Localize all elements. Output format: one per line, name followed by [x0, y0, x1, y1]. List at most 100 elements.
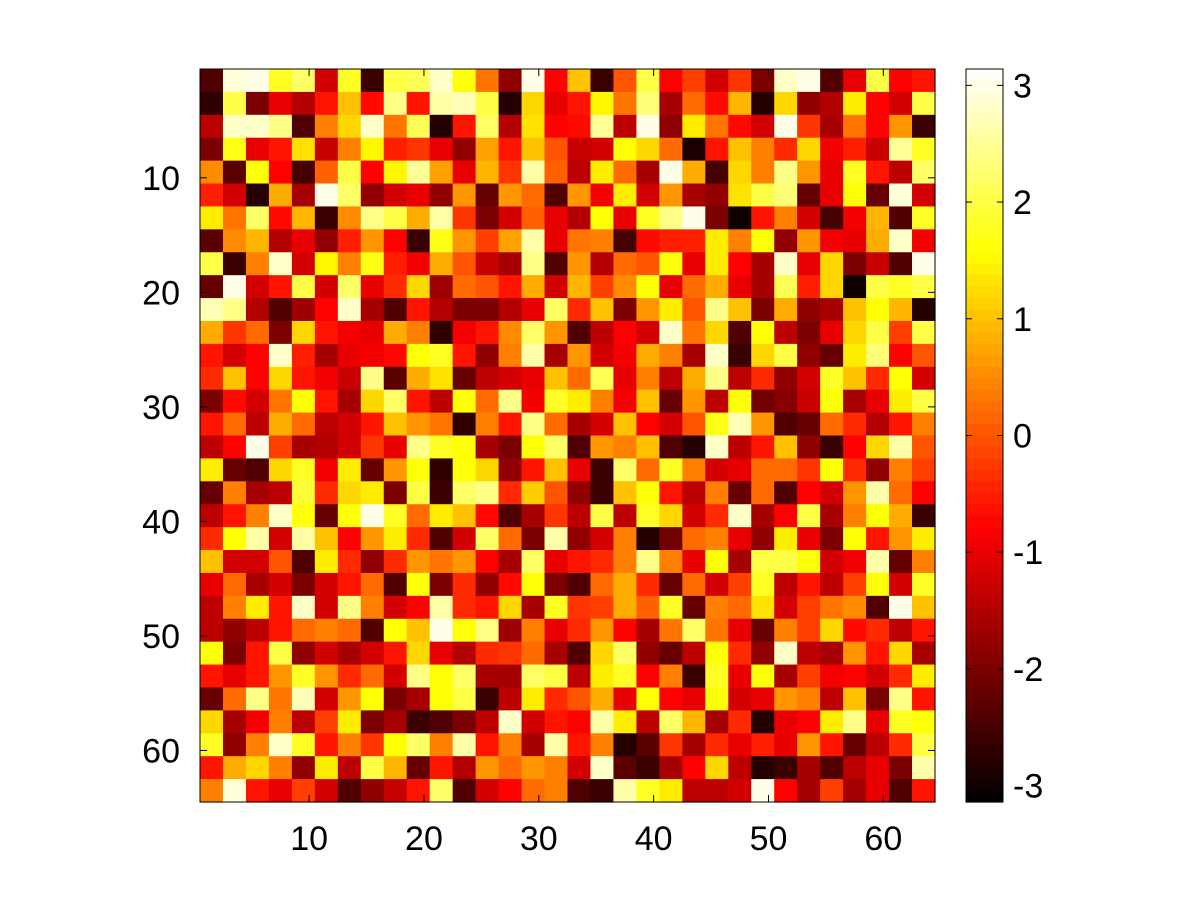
heatmap-cell — [521, 481, 546, 505]
heatmap-cell — [337, 572, 362, 597]
heatmap-cell — [751, 481, 775, 505]
colorbar-segment — [966, 80, 1003, 93]
heatmap-cell — [751, 252, 775, 276]
heatmap-cell — [590, 572, 615, 597]
heatmap-cell — [682, 412, 706, 437]
heatmap-cell — [843, 458, 867, 482]
heatmap-cell — [383, 550, 408, 574]
heatmap-cell — [406, 298, 431, 322]
heatmap-cell — [636, 160, 660, 185]
heatmap-cell — [291, 183, 316, 208]
heatmap-cell — [429, 458, 454, 482]
heatmap-cell — [889, 389, 913, 414]
heatmap-cell — [843, 206, 867, 230]
heatmap-cell — [751, 206, 775, 230]
heatmap-cell — [314, 389, 339, 414]
heatmap-cell — [360, 618, 385, 643]
heatmap-cell — [751, 504, 775, 528]
heatmap-cell — [268, 160, 293, 185]
heatmap-cell — [383, 687, 408, 711]
heatmap-cell — [360, 458, 385, 482]
heatmap-cell — [613, 687, 638, 711]
heatmap-cell — [429, 572, 454, 597]
heatmap-cell — [728, 389, 752, 414]
heatmap-cell — [751, 343, 775, 368]
heatmap-cell — [291, 389, 316, 414]
heatmap-cell — [797, 160, 821, 185]
heatmap-cell — [268, 481, 293, 505]
heatmap-cell — [843, 618, 867, 643]
heatmap-cell — [429, 779, 454, 803]
heatmap-cell — [659, 206, 683, 230]
heatmap-cell — [406, 137, 431, 162]
heatmap-cell — [820, 320, 844, 345]
heatmap-cell — [452, 320, 477, 345]
heatmap-cell — [889, 779, 913, 803]
heatmap-cell — [728, 481, 752, 505]
heatmap-cell — [705, 572, 729, 597]
heatmap-cell — [544, 595, 569, 620]
heatmap-cell — [452, 435, 477, 460]
heatmap-cell — [590, 320, 615, 345]
heatmap-cell — [314, 206, 339, 230]
heatmap-cell — [245, 458, 270, 482]
heatmap-cell — [406, 252, 431, 276]
colorbar-segment — [966, 790, 1003, 803]
heatmap-cell — [889, 298, 913, 322]
heatmap-cell — [728, 572, 752, 597]
heatmap-cell — [613, 275, 638, 299]
heatmap-cell — [590, 389, 615, 414]
heatmap-cell — [429, 160, 454, 185]
heatmap-cell — [728, 229, 752, 253]
colorbar-segment — [966, 687, 1003, 700]
heatmap-cell — [774, 595, 798, 620]
heatmap-cell — [659, 412, 683, 437]
heatmap-cell — [452, 687, 477, 711]
heatmap-cell — [889, 618, 913, 643]
heatmap-cell — [498, 481, 523, 505]
colorbar-tick-label: -3 — [1013, 768, 1043, 806]
heatmap-cell — [659, 160, 683, 185]
heatmap-cell — [222, 504, 247, 528]
heatmap-cell — [360, 550, 385, 574]
heatmap-cell — [613, 298, 638, 322]
heatmap-cell — [245, 229, 270, 253]
heatmap-cell — [337, 298, 362, 322]
heatmap-cell — [268, 756, 293, 780]
heatmap-cell — [889, 527, 913, 551]
colorbar-tick-label: -2 — [1013, 651, 1043, 689]
heatmap-cell — [567, 733, 592, 757]
heatmap-cell — [728, 343, 752, 368]
heatmap-cell — [291, 779, 316, 803]
heatmap-cell — [383, 641, 408, 666]
heatmap-cell — [590, 733, 615, 757]
heatmap-cell — [889, 366, 913, 391]
heatmap-cell — [912, 641, 936, 666]
colorbar-segment — [966, 401, 1003, 414]
heatmap-cell — [590, 160, 615, 185]
heatmap-cell — [774, 481, 798, 505]
x-tick-label: 30 — [520, 820, 558, 858]
heatmap-cell — [429, 733, 454, 757]
heatmap-cell — [820, 298, 844, 322]
heatmap-cell — [429, 69, 454, 93]
heatmap-cell — [728, 412, 752, 437]
heatmap-cell — [521, 550, 546, 574]
heatmap-cell — [498, 527, 523, 551]
heatmap-cell — [245, 710, 270, 734]
heatmap-cell — [820, 114, 844, 139]
heatmap-cell — [475, 137, 500, 162]
heatmap-cell — [291, 366, 316, 391]
heatmap-cell — [383, 412, 408, 437]
heatmap-cell — [820, 595, 844, 620]
heatmap-cell — [659, 756, 683, 780]
heatmap-cell — [866, 343, 890, 368]
heatmap-cell — [406, 114, 431, 139]
heatmap-cell — [291, 710, 316, 734]
heatmap-cell — [613, 389, 638, 414]
heatmap-cell — [383, 710, 408, 734]
heatmap-cell — [636, 275, 660, 299]
heatmap-cell — [866, 389, 890, 414]
heatmap-cell — [222, 641, 247, 666]
heatmap-cell — [912, 69, 936, 93]
